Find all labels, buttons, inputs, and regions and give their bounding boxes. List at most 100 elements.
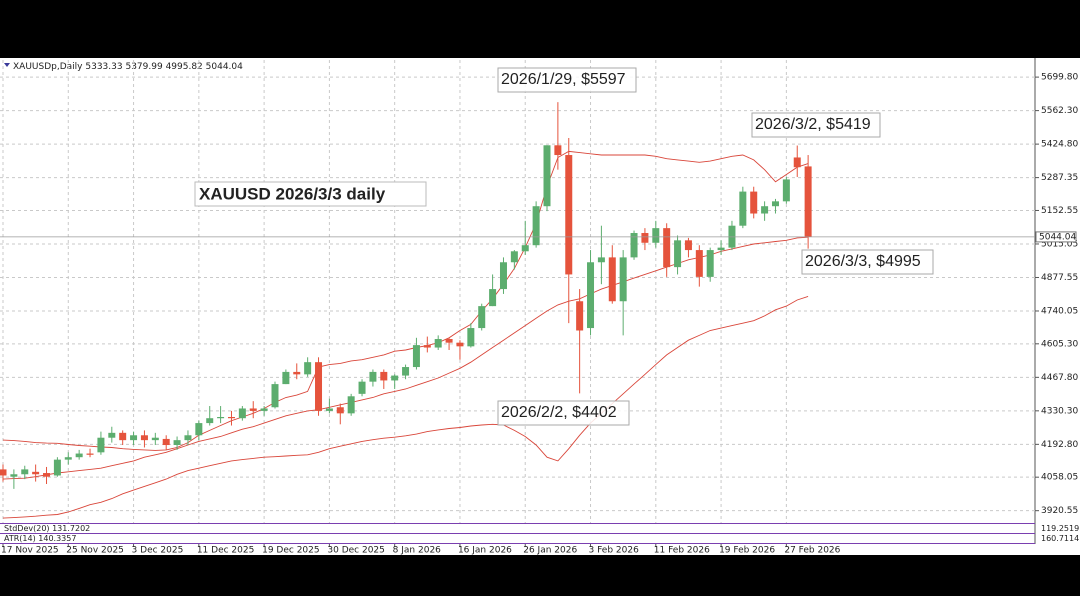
y-tick-label: 5562.30 xyxy=(1041,106,1078,116)
candle-body xyxy=(130,435,138,441)
y-tick-label: 5287.35 xyxy=(1041,173,1078,183)
candle-body xyxy=(108,432,116,438)
candle-body xyxy=(97,437,105,453)
candle-body xyxy=(21,469,29,475)
y-tick-label: 4192.80 xyxy=(1041,440,1078,450)
candle-body xyxy=(630,233,638,258)
last-price-label: 5044.04 xyxy=(1039,232,1076,242)
candle-body xyxy=(380,371,388,381)
candle-body xyxy=(565,155,573,275)
y-tick-label: 4330.30 xyxy=(1041,406,1078,416)
candle-body xyxy=(467,328,475,347)
candle-body xyxy=(499,262,507,290)
candle-body xyxy=(336,407,344,414)
candle-body xyxy=(358,381,366,394)
x-tick-label: 11 Feb 2026 xyxy=(654,546,710,556)
candle-body xyxy=(663,228,671,268)
x-tick-label: 27 Feb 2026 xyxy=(784,546,840,556)
candle-body xyxy=(782,179,790,202)
candle-body xyxy=(43,473,51,477)
candle-body xyxy=(402,367,410,376)
candle-body xyxy=(32,471,40,475)
candle-body xyxy=(347,396,355,414)
candle-body xyxy=(804,166,812,237)
candle-body xyxy=(162,438,170,446)
y-tick-label: 5015.05 xyxy=(1041,239,1078,249)
annotation: 2026/3/3, $4995 xyxy=(805,253,921,270)
candle-body xyxy=(195,423,203,436)
candle-body xyxy=(652,228,660,243)
candle-body xyxy=(684,240,692,251)
x-tick-label: 3 Feb 2026 xyxy=(589,546,640,556)
candle-body xyxy=(184,435,192,441)
candle-body xyxy=(325,408,333,411)
candle-body xyxy=(206,418,214,424)
candle-body xyxy=(793,157,801,168)
candle-body xyxy=(478,306,486,329)
annotation-box xyxy=(497,67,637,93)
y-tick-label: 4605.30 xyxy=(1041,339,1078,349)
x-tick-label: 16 Jan 2026 xyxy=(458,546,512,556)
y-tick-label: 5152.55 xyxy=(1041,206,1078,216)
annotation-box xyxy=(751,112,881,138)
candle-body xyxy=(227,416,235,419)
candle-body xyxy=(674,240,682,268)
indicator-scale: 119.2519 xyxy=(1041,524,1079,533)
candle-body xyxy=(445,339,453,343)
y-tick-label: 4058.05 xyxy=(1041,473,1078,483)
candle-body xyxy=(412,345,420,368)
candle-body xyxy=(761,206,769,214)
y-tick-label: 4740.05 xyxy=(1041,306,1078,316)
x-tick-label: 8 Jan 2026 xyxy=(393,546,441,556)
candle-body xyxy=(597,257,605,263)
candle-body xyxy=(706,250,714,277)
candle-body xyxy=(576,301,584,331)
ohlc-open: 5333.33 xyxy=(85,62,122,72)
candle-body xyxy=(391,375,399,381)
annotation: 2026/1/29, $5597 xyxy=(501,71,626,88)
x-tick-label: 17 Nov 2025 xyxy=(1,546,59,556)
ohlc-low: 4995.82 xyxy=(166,62,203,72)
candle-body xyxy=(521,245,529,252)
annotation: 2026/3/2, $5419 xyxy=(755,116,871,133)
candle-body xyxy=(456,342,464,347)
candle-body xyxy=(304,362,312,375)
y-tick-label: 5699.80 xyxy=(1041,73,1078,83)
x-tick-label: 26 Jan 2026 xyxy=(523,546,577,556)
symbol: XAUUSDp,Daily xyxy=(13,62,83,72)
candle-body xyxy=(739,191,747,226)
candle-body xyxy=(369,371,377,382)
indicator-scale: 160.7114 xyxy=(1041,534,1079,543)
chart-panel xyxy=(0,58,1080,555)
candle-body xyxy=(434,339,442,348)
candle-body xyxy=(151,437,159,441)
band-lower xyxy=(2,295,809,519)
y-tick-label: 5424.80 xyxy=(1041,140,1078,150)
candle-body xyxy=(554,145,562,156)
title-box xyxy=(194,181,427,207)
candle-body xyxy=(10,474,18,477)
candle-body xyxy=(0,469,7,476)
ohlc-close: 5044.04 xyxy=(206,62,243,72)
chart-header: XAUUSDp,Daily 5333.33 5379.99 4995.82 50… xyxy=(13,62,243,72)
x-tick-label: 3 Dec 2025 xyxy=(132,546,184,556)
candle-body xyxy=(238,408,246,419)
candle-body xyxy=(293,371,301,375)
candle-body xyxy=(750,191,758,214)
candle-body xyxy=(260,408,268,411)
candle-body xyxy=(543,145,551,207)
candle-body xyxy=(641,233,649,243)
candle-body xyxy=(271,384,279,408)
candle-body xyxy=(249,408,257,411)
annotation: 2026/2/2, $4402 xyxy=(501,404,617,421)
annotation-box xyxy=(801,249,934,275)
x-tick-label: 11 Dec 2025 xyxy=(197,546,255,556)
candle-body xyxy=(140,435,148,441)
candle-body xyxy=(608,257,616,302)
candle-body xyxy=(717,247,725,251)
candle-body xyxy=(695,250,703,277)
candle-body xyxy=(510,251,518,263)
chart-title: XAUUSD 2026/3/3 daily xyxy=(199,184,386,203)
candle-body xyxy=(173,440,181,446)
